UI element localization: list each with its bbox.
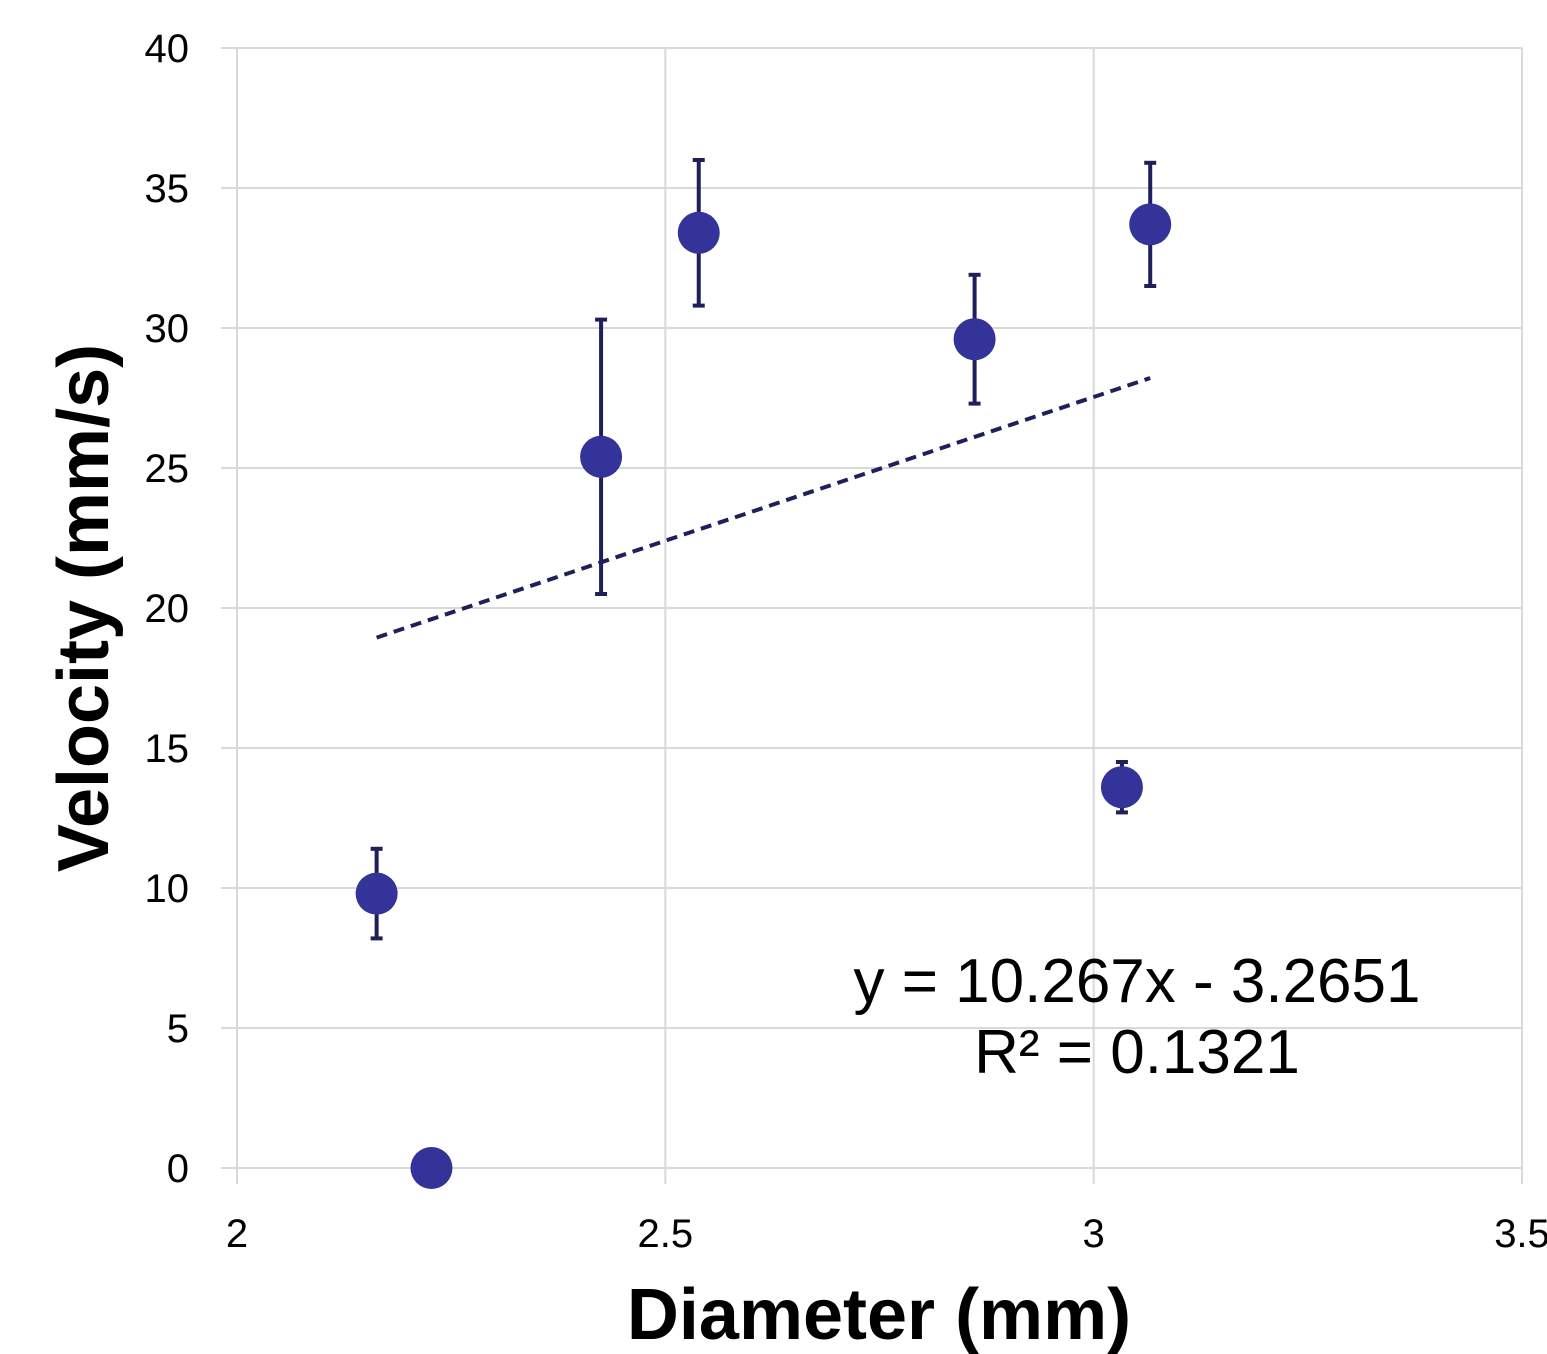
x-tick-label: 2.5 <box>638 1212 694 1256</box>
data-point <box>1100 766 1143 809</box>
trendline-layer <box>376 376 1151 640</box>
y-tick-label: 20 <box>145 587 190 631</box>
y-tick-label: 25 <box>145 447 190 491</box>
x-axis-title: Diameter (mm) <box>627 1275 1131 1354</box>
data-points <box>355 203 1172 1189</box>
r-squared-label: R² = 0.1321 <box>974 1018 1300 1087</box>
y-axis-title: Velocity (mm/s) <box>44 344 124 872</box>
tick-labels: 0 5 10 15 20 25 30 35 40 2 2.5 3 3.5 <box>145 27 1547 1256</box>
trendline <box>376 376 1151 640</box>
y-tick-label: 35 <box>145 167 190 211</box>
error-bars <box>370 158 1157 941</box>
y-tick-label: 5 <box>167 1007 189 1051</box>
y-tick-label: 0 <box>167 1147 189 1191</box>
data-point <box>677 211 720 254</box>
x-tick-label: 2 <box>226 1212 248 1256</box>
x-tick-label: 3.5 <box>1494 1212 1547 1256</box>
data-point <box>580 435 623 478</box>
y-tick-label: 30 <box>145 307 190 351</box>
x-tick-label: 3 <box>1083 1212 1105 1256</box>
y-tick-label: 10 <box>145 867 190 911</box>
data-point <box>953 318 996 361</box>
data-point <box>1129 203 1172 246</box>
data-point <box>410 1147 453 1189</box>
trendline-equation: y = 10.267x - 3.2651 <box>853 947 1420 1016</box>
y-tick-label: 40 <box>145 27 190 71</box>
data-point <box>355 872 398 915</box>
y-tick-label: 15 <box>145 727 190 771</box>
